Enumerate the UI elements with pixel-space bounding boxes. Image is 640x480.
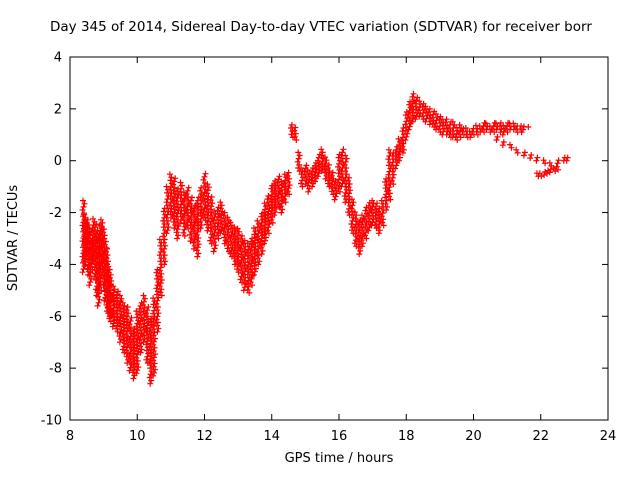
- x-tick-label: 18: [398, 429, 415, 444]
- x-tick-label: 22: [532, 429, 549, 444]
- y-tick-label: 0: [54, 154, 62, 169]
- y-axis-label: SDTVAR / TECUs: [6, 185, 21, 292]
- x-tick-label: 10: [129, 429, 146, 444]
- x-tick-label: 8: [66, 429, 74, 444]
- x-tick-label: 16: [331, 429, 348, 444]
- x-tick-label: 20: [465, 429, 482, 444]
- y-tick-label: -2: [49, 206, 62, 221]
- y-tick-label: -10: [41, 414, 62, 429]
- y-tick-label: 2: [54, 102, 62, 117]
- y-tick-label: -8: [49, 362, 62, 377]
- y-tick-label: 4: [54, 51, 62, 66]
- y-tick-label: -6: [49, 310, 62, 325]
- data-points: [79, 90, 571, 387]
- x-axis-label: GPS time / hours: [285, 451, 394, 466]
- x-tick-label: 14: [263, 429, 280, 444]
- x-tick-label: 24: [600, 429, 617, 444]
- y-tick-label: -4: [49, 258, 62, 273]
- chart-title: Day 345 of 2014, Sidereal Day-to-day VTE…: [50, 19, 592, 35]
- tick-marks: [69, 56, 609, 421]
- sdtvar-scatter-series: [79, 90, 571, 387]
- x-tick-label: 12: [196, 429, 213, 444]
